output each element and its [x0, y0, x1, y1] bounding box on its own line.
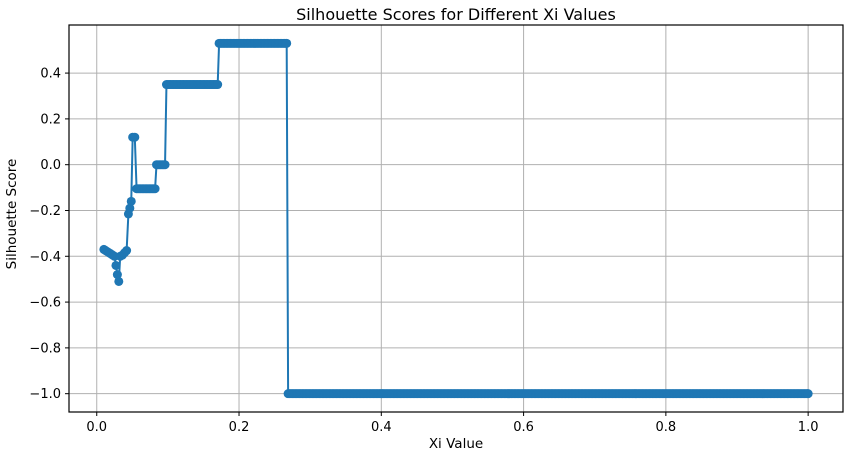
y-tick-label: −0.4: [29, 250, 61, 265]
data-point-marker: [803, 389, 813, 399]
axes-frame: [68, 24, 844, 413]
x-tick-label: 1.0: [798, 420, 819, 435]
x-axis-label: Xi Value: [428, 436, 484, 452]
x-tick-label: 0.0: [86, 420, 107, 435]
y-tick-label: −0.2: [29, 204, 61, 219]
data-point-marker: [111, 260, 121, 270]
x-tick-label: 0.2: [229, 420, 250, 435]
x-tick-label: 0.8: [656, 420, 677, 435]
y-tick-label: −0.6: [29, 296, 61, 311]
chart-title: Silhouette Scores for Different Xi Value…: [296, 5, 616, 24]
data-point-marker: [114, 276, 124, 286]
y-tick-label: 0.0: [40, 158, 61, 173]
data-point-marker: [160, 160, 170, 170]
x-tick-label: 0.4: [371, 420, 392, 435]
data-point-marker: [125, 203, 135, 213]
y-tick-label: 0.2: [40, 112, 61, 127]
data-point-marker: [282, 38, 292, 48]
data-point-marker: [150, 184, 160, 194]
y-tick-label: −0.8: [29, 341, 61, 356]
y-tick-label: −1.0: [29, 387, 61, 402]
data-point-marker: [122, 246, 132, 256]
data-point-marker: [112, 270, 122, 280]
x-tick-label: 0.6: [513, 420, 534, 435]
data-point-marker: [130, 132, 140, 142]
data-line: [103, 42, 809, 395]
data-point-marker: [213, 80, 223, 90]
data-point-marker: [126, 196, 136, 206]
y-tick-label: 0.4: [40, 67, 61, 82]
